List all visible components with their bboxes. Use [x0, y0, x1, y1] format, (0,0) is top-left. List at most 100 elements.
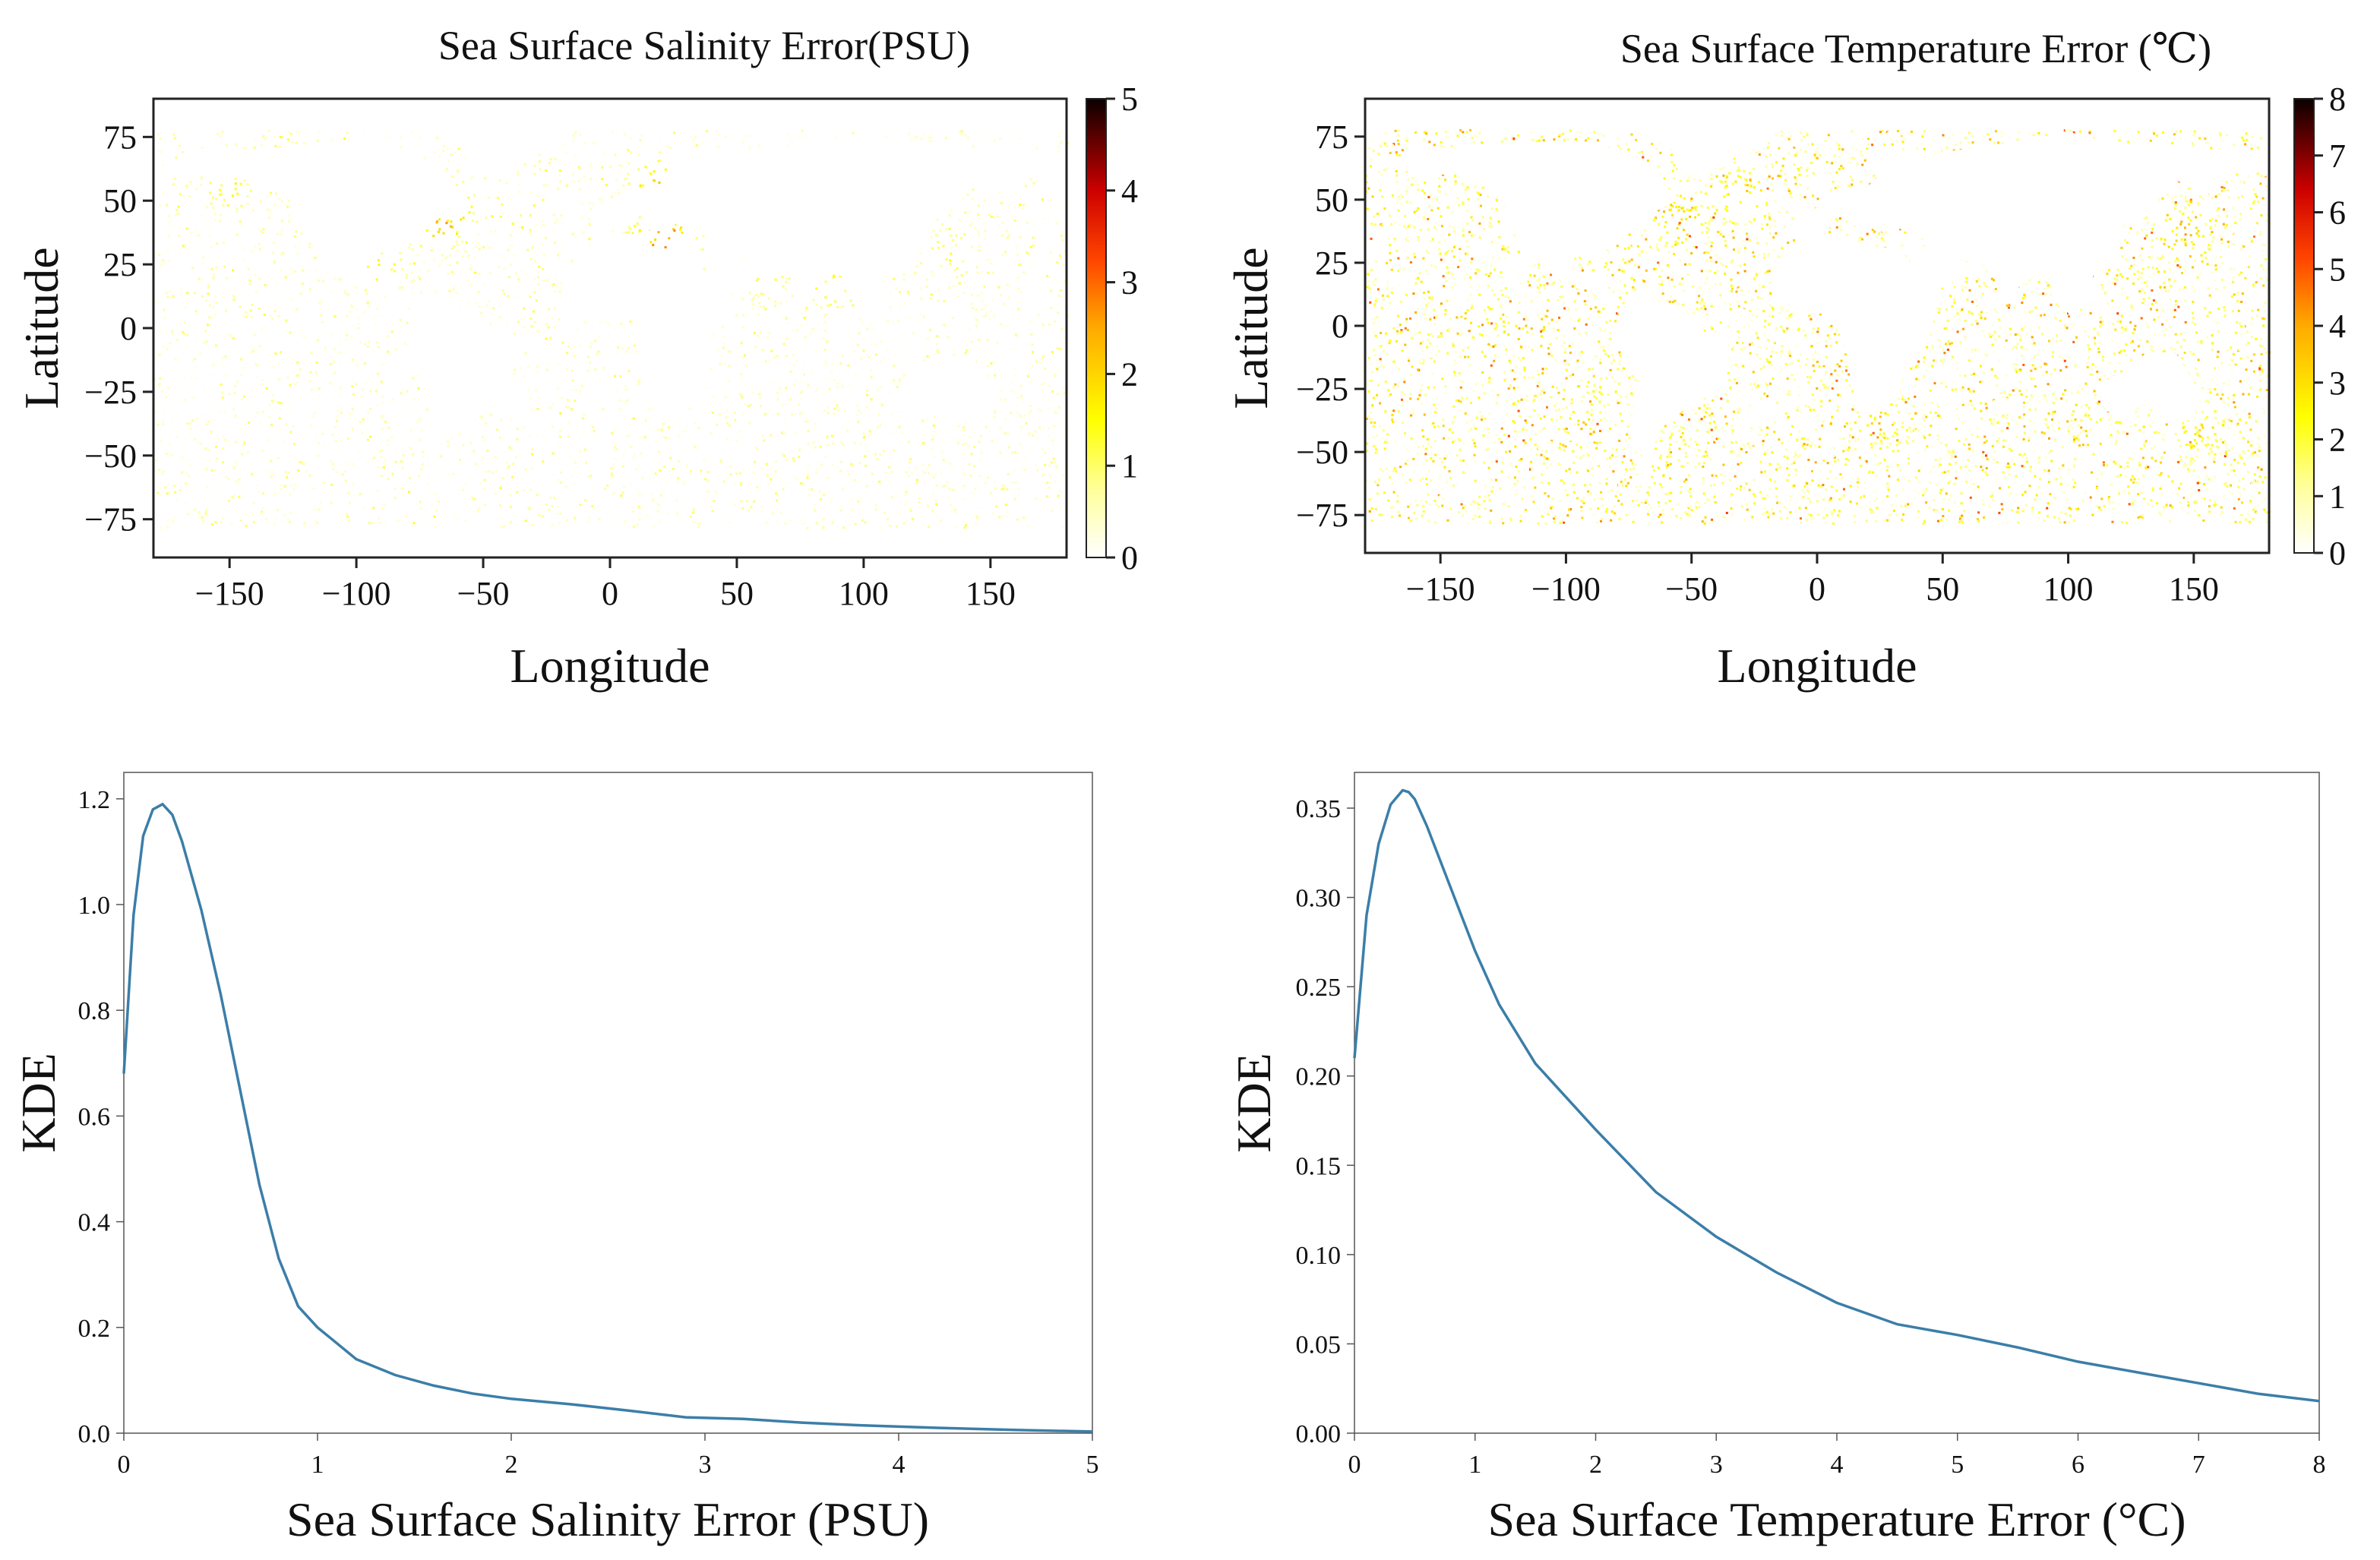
error-point: [765, 521, 768, 524]
error-point: [855, 374, 858, 377]
error-point: [531, 399, 534, 403]
error-point: [722, 408, 725, 411]
error-point: [183, 514, 186, 517]
error-point: [202, 254, 205, 257]
error-point: [507, 295, 510, 298]
error-point: [760, 523, 763, 526]
error-point: [615, 390, 618, 393]
error-point: [1046, 482, 1049, 485]
error-point: [799, 381, 802, 384]
error-point: [1057, 369, 1060, 372]
error-point: [157, 133, 160, 136]
error-point: [624, 231, 627, 234]
error-point: [1019, 384, 1022, 387]
error-point: [346, 314, 348, 317]
error-point: [158, 383, 161, 386]
error-point: [253, 146, 256, 149]
error-point: [283, 322, 286, 325]
error-point: [805, 306, 808, 309]
error-point: [554, 215, 557, 218]
error-point: [952, 317, 955, 320]
error-point: [749, 347, 752, 350]
error-point: [848, 355, 851, 358]
error-point: [890, 337, 893, 340]
error-point: [559, 381, 562, 384]
error-point: [994, 343, 997, 346]
error-point: [879, 424, 882, 427]
error-point: [942, 245, 945, 248]
error-point: [172, 297, 175, 300]
error-point: [921, 458, 924, 461]
error-point: [540, 228, 543, 231]
error-point: [406, 144, 409, 147]
error-point: [915, 466, 918, 469]
error-point: [1042, 426, 1045, 429]
error-point: [407, 308, 410, 311]
error-point: [298, 374, 301, 377]
error-point: [580, 201, 583, 204]
error-point: [239, 271, 242, 274]
error-point: [781, 403, 784, 406]
error-point: [419, 270, 422, 273]
error-point: [836, 386, 839, 389]
error-point: [287, 198, 290, 201]
error-point: [922, 315, 925, 318]
error-point: [890, 413, 893, 416]
error-point: [381, 465, 384, 468]
error-point: [316, 253, 318, 256]
error-point: [409, 412, 412, 415]
error-point: [514, 333, 517, 336]
error-point: [700, 469, 703, 472]
error-point: [914, 271, 917, 274]
error-point: [410, 447, 413, 450]
error-point: [527, 293, 530, 296]
error-point: [275, 335, 278, 338]
error-point: [824, 314, 827, 317]
error-point: [245, 379, 248, 382]
error-point: [1034, 430, 1037, 433]
error-point: [552, 452, 555, 455]
error-point: [272, 251, 275, 254]
error-point: [934, 499, 937, 502]
error-point: [931, 510, 934, 513]
error-point: [1028, 412, 1031, 415]
error-point: [789, 370, 792, 373]
error-point: [309, 480, 312, 483]
error-point: [640, 435, 643, 438]
error-point: [593, 507, 596, 510]
error-point: [409, 447, 412, 450]
error-point: [405, 273, 408, 276]
error-point: [275, 467, 278, 470]
error-point: [983, 498, 986, 501]
error-point: [926, 504, 929, 507]
error-point: [293, 330, 296, 333]
error-point: [842, 488, 845, 491]
error-point: [234, 285, 237, 288]
error-point: [740, 385, 742, 387]
error-point: [469, 178, 473, 181]
error-point: [251, 472, 254, 475]
error-point: [753, 500, 756, 503]
error-point: [603, 488, 606, 491]
error-point: [352, 324, 355, 327]
error-point: [738, 525, 741, 528]
error-point: [471, 497, 474, 500]
error-point: [826, 327, 829, 330]
error-point: [988, 317, 991, 321]
error-point: [610, 475, 613, 477]
error-point: [507, 466, 510, 469]
error-point: [299, 241, 302, 244]
error-point: [705, 387, 708, 390]
error-point: [315, 361, 318, 364]
error-point: [990, 362, 993, 365]
error-point: [217, 436, 220, 439]
error-point: [535, 299, 538, 302]
error-point: [855, 513, 858, 516]
error-point: [716, 133, 719, 136]
error-point: [627, 347, 630, 350]
error-point: [738, 393, 741, 396]
error-point: [303, 142, 306, 145]
error-point: [260, 328, 263, 331]
error-point: [213, 273, 216, 276]
error-point: [776, 355, 779, 358]
